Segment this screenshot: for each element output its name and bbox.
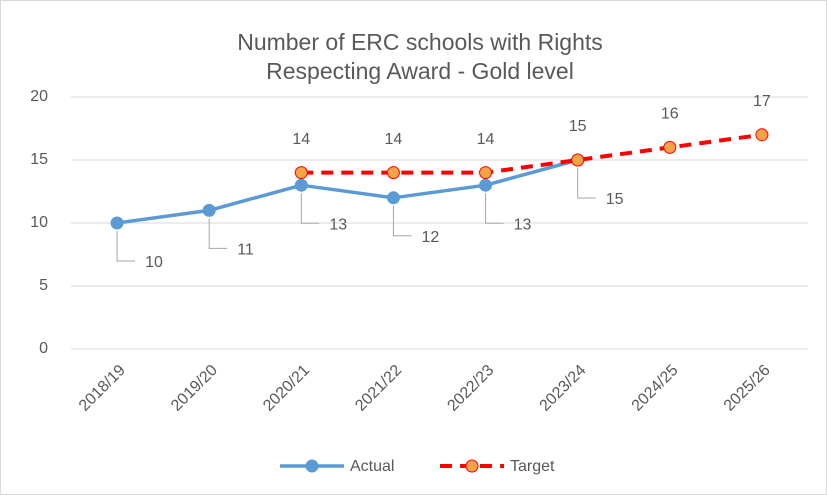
- point-marker: [202, 203, 216, 217]
- leader-line: [116, 231, 136, 262]
- point-marker: [571, 153, 585, 167]
- data-label: 15: [606, 191, 624, 208]
- data-label: 13: [329, 216, 347, 233]
- point-marker: [110, 216, 124, 230]
- point-marker: [479, 166, 493, 180]
- point-marker: [663, 140, 677, 154]
- point-marker: [294, 178, 308, 192]
- point-marker: [755, 128, 769, 142]
- data-label: 10: [145, 254, 163, 271]
- series-line: [301, 132, 763, 175]
- leader-line: [392, 205, 412, 237]
- data-label: 11: [237, 242, 254, 259]
- data-label: 16: [661, 106, 679, 123]
- point-marker: [386, 166, 400, 180]
- point-marker: [294, 166, 308, 180]
- y-tick-label: 0: [39, 340, 48, 357]
- leader-line: [485, 193, 504, 224]
- y-tick-label: 15: [30, 151, 48, 168]
- legend-label: Actual: [350, 458, 394, 475]
- leader-line: [208, 218, 228, 249]
- data-label: 14: [385, 131, 403, 148]
- data-label: 13: [514, 216, 532, 233]
- chart-title: Number of ERC schools with Rights Respec…: [237, 29, 603, 84]
- leader-line: [577, 168, 596, 199]
- point-marker: [386, 191, 400, 205]
- data-label: 17: [753, 93, 771, 110]
- data-label: 14: [292, 131, 310, 148]
- data-label: 12: [421, 229, 439, 246]
- y-tick-label: 20: [30, 88, 48, 105]
- legend-label: Target: [510, 458, 555, 475]
- leader-line: [300, 193, 320, 224]
- y-tick-label: 5: [39, 277, 48, 294]
- y-tick-label: 10: [30, 214, 48, 231]
- legend-marker: [305, 459, 319, 473]
- data-label: 14: [477, 131, 495, 148]
- series-line: [116, 158, 579, 225]
- legend-marker: [465, 459, 479, 473]
- point-marker: [479, 178, 493, 192]
- data-label: 15: [569, 118, 587, 135]
